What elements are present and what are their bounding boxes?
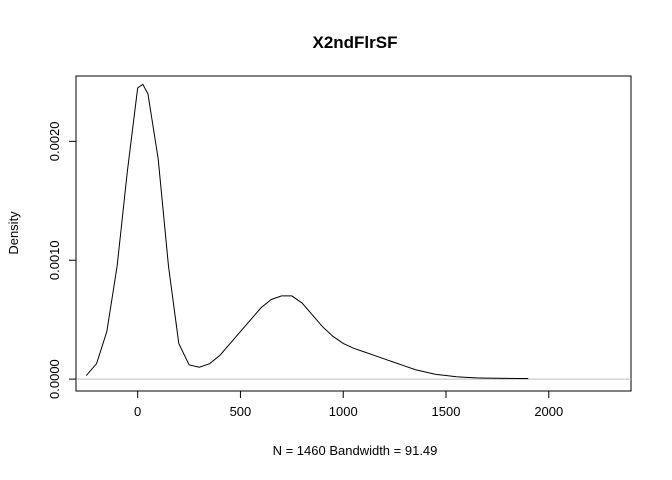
x-axis-label: N = 1460 Bandwidth = 91.49	[273, 443, 438, 458]
y-axis-label: Density	[6, 211, 21, 255]
y-tick-label: 0.0020	[47, 121, 62, 161]
y-tick-label: 0.0010	[47, 240, 62, 280]
density-curve	[85, 83, 529, 380]
chart-title: X2ndFlrSF	[312, 33, 397, 52]
x-tick-label: 2000	[534, 404, 563, 419]
x-tick-label: 1000	[329, 404, 358, 419]
y-axis: 0.0000 0.0010 0.0020	[47, 121, 77, 399]
x-tick-label: 1500	[432, 404, 461, 419]
y-tick-label: 0.0000	[47, 359, 62, 399]
plot-box	[75, 75, 632, 392]
x-tick-label: 500	[230, 404, 252, 419]
x-axis: 0 500 1000 1500 2000	[134, 390, 563, 419]
x-tick-label: 0	[134, 404, 141, 419]
